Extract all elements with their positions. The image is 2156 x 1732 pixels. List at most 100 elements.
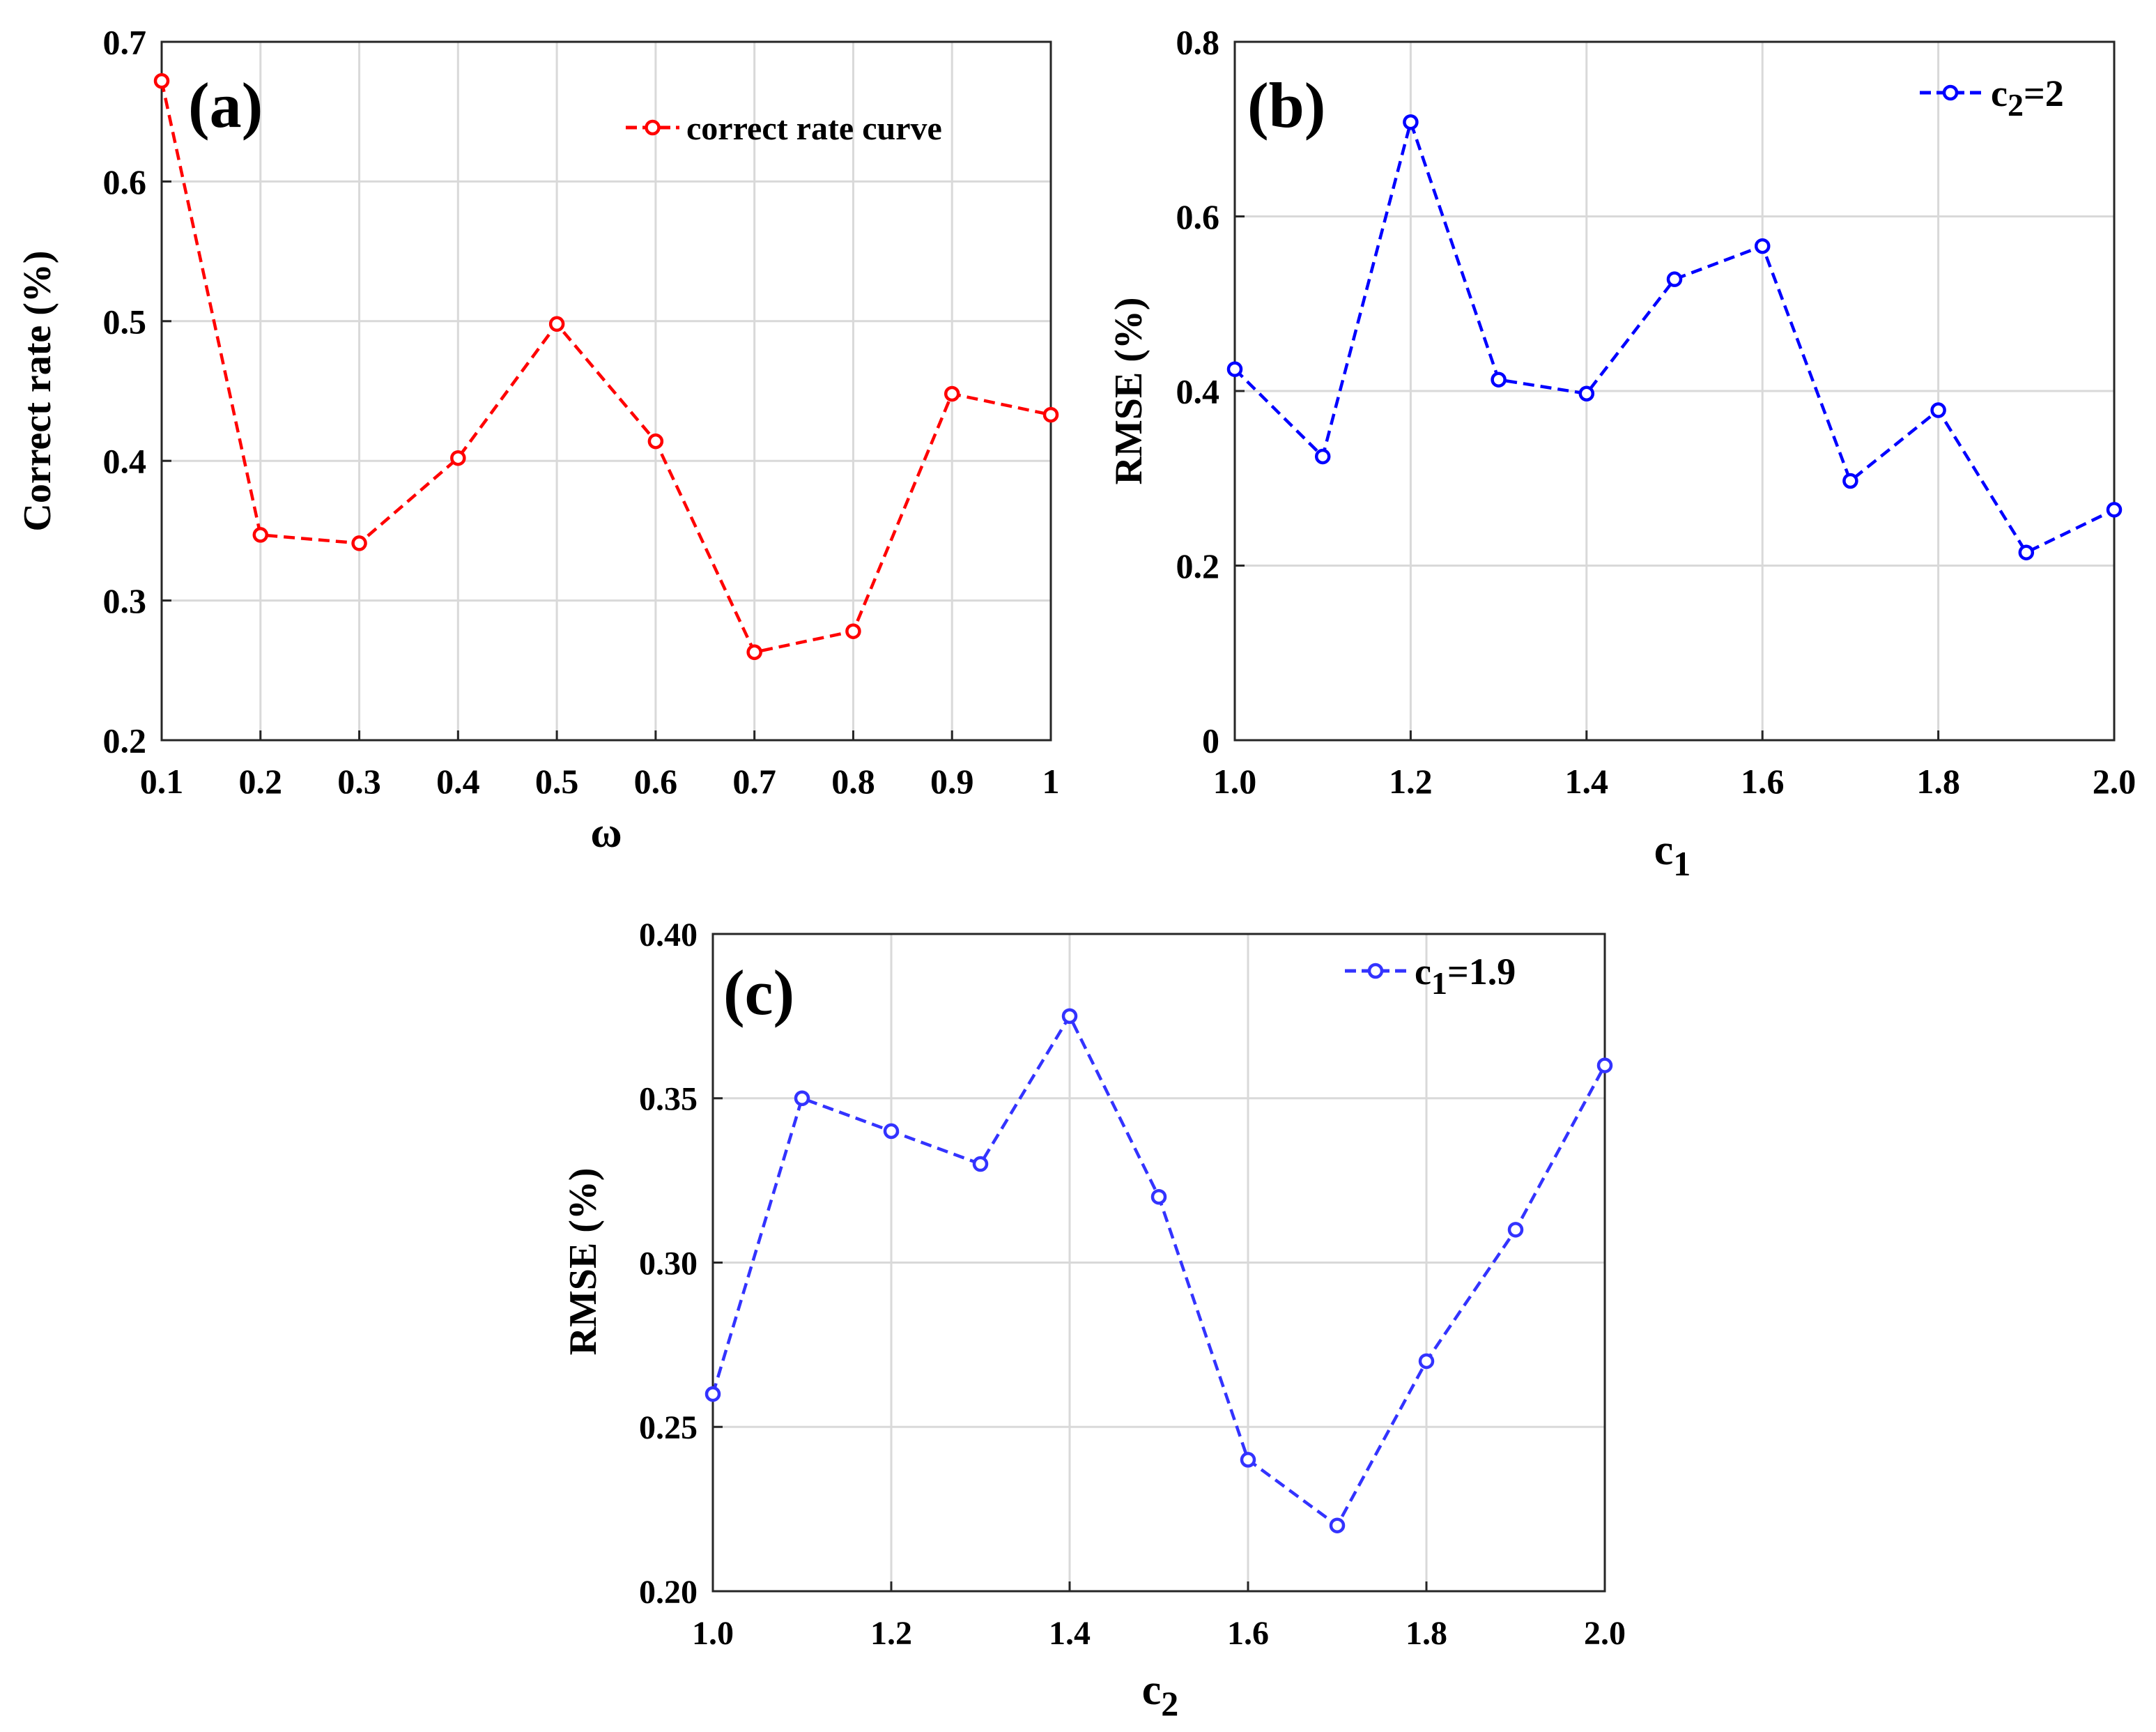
- legend-marker: [645, 119, 661, 136]
- x-tick-label: 0.2: [239, 762, 283, 801]
- data-point: [794, 1090, 810, 1106]
- data-point: [1491, 371, 1507, 388]
- x-tick-label: 1.0: [692, 1615, 734, 1652]
- x-tick-label: 0.8: [831, 762, 875, 801]
- data-point: [351, 535, 367, 551]
- x-tick-label: 2.0: [2093, 762, 2136, 801]
- panel-a-line-chart: 0.1 0.2 0.3 0.4 0.5 0.6 0.7 0.8 0.9 10.20.30.40.5…: [16, 23, 1060, 857]
- data-point: [1240, 1452, 1256, 1468]
- x-tick-label: 0.3: [337, 762, 381, 801]
- data-point: [1314, 448, 1331, 465]
- data-point: [2106, 502, 2123, 518]
- y-axis-label: Correct rate (%): [16, 250, 59, 531]
- y-tick-label: 0.8: [1176, 23, 1220, 62]
- panel-label: (c): [723, 957, 794, 1028]
- x-tick-label: 0.6: [634, 762, 678, 801]
- data-point: [883, 1123, 900, 1140]
- x-tick-label: 2.0: [1584, 1615, 1626, 1652]
- x-tick-label: 0.9: [930, 762, 974, 801]
- data-point: [450, 450, 466, 466]
- y-tick-label: 0.3: [103, 581, 147, 620]
- data-point: [1042, 406, 1059, 423]
- y-tick-label: 0.6: [103, 162, 147, 201]
- grid-lines: [1235, 42, 2114, 740]
- x-tick-label: 0.7: [732, 762, 776, 801]
- x-tick-label: 1.6: [1741, 762, 1785, 801]
- data-point: [647, 433, 664, 450]
- x-axis-label-main: c: [1142, 1666, 1162, 1714]
- y-axis-label: RMSE (%): [1107, 297, 1150, 484]
- data-point: [944, 385, 960, 402]
- plot-frame: [160, 40, 1052, 742]
- y-tick-label: 0.4: [1176, 372, 1220, 411]
- data-point: [704, 1386, 721, 1402]
- x-axis-label: ω: [590, 809, 622, 857]
- legend-label: correct rate curve: [686, 110, 942, 147]
- legend-label-rest: =1.9: [1447, 951, 1516, 993]
- series-markers: [153, 72, 1059, 660]
- y-tick-label: 0.40: [639, 917, 698, 953]
- x-tick-label: 1.8: [1406, 1615, 1447, 1652]
- data-point: [1061, 1008, 1078, 1025]
- legend-label: c2=2: [1991, 72, 2064, 123]
- ticks: 1.0 1.2 1.4 1.6 1.8 2.0 0.20 0.25 0.30 0.35 0.40: [639, 917, 1626, 1652]
- series-markers: [1226, 114, 2123, 560]
- legend-label-main: c: [1415, 951, 1431, 993]
- x-axis-label-subscript: 1: [1673, 844, 1691, 883]
- legend-label-main: c: [1991, 72, 2008, 114]
- y-tick-label: 0.4: [103, 442, 147, 481]
- legend-label-subscript: 1: [1431, 965, 1447, 1001]
- panel-c-line-chart: 1.0 1.2 1.4 1.6 1.8 2.0 0.20 0.25 0.30 0.35 0.40 RM…: [562, 917, 1626, 1723]
- panel-label: (a): [188, 70, 263, 141]
- data-point: [2018, 544, 2035, 560]
- x-tick-label: 1: [1042, 762, 1060, 801]
- data-point: [1418, 1353, 1435, 1370]
- x-tick-label: 1.6: [1227, 1615, 1269, 1652]
- x-tick-label: 0.5: [535, 762, 579, 801]
- x-tick-label: 1.8: [1916, 762, 1960, 801]
- series-line: [711, 1013, 1606, 1528]
- legend-marker: [1367, 963, 1384, 979]
- ticks: 1.0 1.2 1.4 1.6 1.8 2.0 0 0.2 0.4 0.6 0.8: [1176, 23, 2136, 802]
- data-point: [1596, 1057, 1613, 1073]
- legend: correct rate curve: [626, 110, 942, 147]
- y-axis-label: RMSE (%): [562, 1167, 605, 1355]
- panel-b-line-chart: 1.0 1.2 1.4 1.6 1.8 2.0 0 0.2 0.4 0.6 0.8 RMSE (%) c…: [1107, 23, 2136, 884]
- data-point: [1150, 1188, 1167, 1205]
- data-point: [252, 527, 269, 543]
- data-point: [1666, 271, 1683, 287]
- x-axis-label: c2: [1142, 1666, 1179, 1723]
- grid-lines: [162, 42, 1051, 740]
- data-point: [972, 1156, 989, 1172]
- data-point: [1507, 1222, 1524, 1238]
- data-point: [746, 644, 762, 660]
- y-tick-label: 0.6: [1176, 197, 1220, 236]
- data-point: [1329, 1517, 1346, 1533]
- x-tick-label: 1.0: [1213, 762, 1257, 801]
- y-tick-label: 0.35: [639, 1081, 698, 1118]
- panel-label: (b): [1247, 70, 1325, 141]
- y-tick-label: 0: [1202, 721, 1219, 760]
- legend-label-rest: =2: [2024, 72, 2064, 114]
- x-tick-label: 1.2: [870, 1615, 912, 1652]
- legend: c2=2: [1920, 72, 2064, 123]
- y-tick-label: 0.2: [103, 721, 147, 760]
- legend-marker: [1942, 84, 1959, 101]
- x-tick-label: 0.1: [140, 762, 184, 801]
- data-point: [845, 623, 861, 639]
- data-point: [1403, 114, 1419, 130]
- data-point: [1226, 361, 1243, 377]
- data-point: [1754, 238, 1771, 254]
- grid-lines: [713, 934, 1605, 1591]
- y-tick-label: 0.20: [639, 1574, 698, 1611]
- x-tick-label: 1.4: [1565, 762, 1609, 801]
- series-line: [160, 80, 1052, 654]
- ticks: 0.1 0.2 0.3 0.4 0.5 0.6 0.7 0.8 0.9 10.20.30.40.5…: [103, 23, 1060, 802]
- x-axis-label: c1: [1654, 827, 1691, 883]
- x-axis-label-main: c: [1654, 827, 1674, 874]
- y-tick-label: 0.7: [103, 23, 147, 62]
- data-point: [548, 316, 565, 332]
- data-point: [1930, 402, 1946, 418]
- legend: c1=1.9: [1345, 951, 1516, 1001]
